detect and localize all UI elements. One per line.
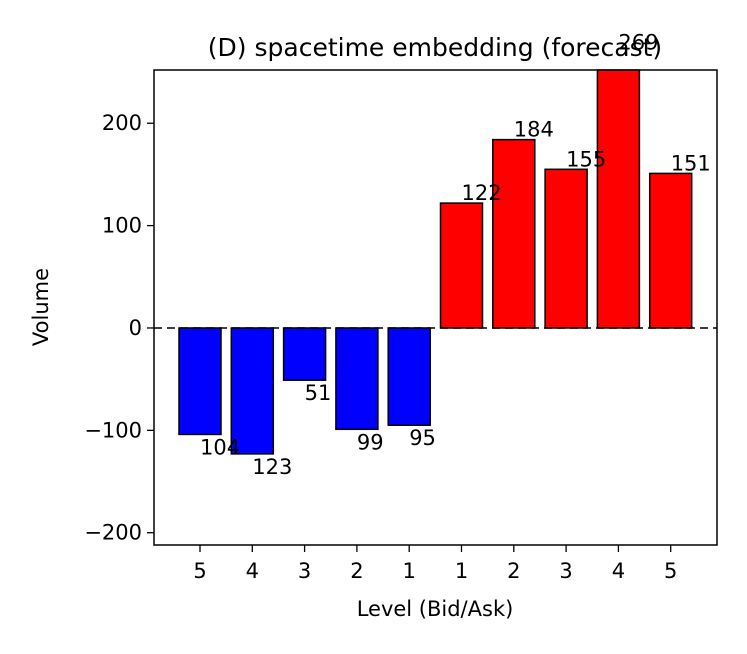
bar-value-label: 269 [618,31,658,55]
x-tick-label: 2 [507,559,520,583]
x-axis-label: Level (Bid/Ask) [357,597,514,621]
bars [178,69,693,455]
bar-value-label: 151 [671,151,711,175]
x-tick-label: 5 [664,559,677,583]
bar-value-label: 51 [305,381,332,405]
y-tick-label: −200 [84,521,142,545]
bar-value-label: 122 [462,181,502,205]
x-tick-label: 1 [403,559,416,583]
x-tick-label: 3 [559,559,572,583]
bar-value-label: 184 [514,118,554,142]
x-tick-label: 1 [455,559,468,583]
bar-value-label: 99 [357,430,384,454]
chart-title: (D) spacetime embedding (forecast) [208,33,662,62]
y-axis-label: Volume [29,268,53,346]
plot-frame [153,69,718,546]
bar [492,138,536,329]
y-tick-label: 200 [102,111,142,135]
x-tick-label: 4 [612,559,625,583]
x-tick-label: 2 [350,559,363,583]
bar [387,327,431,426]
y-tick-label: 0 [129,316,142,340]
bar-value-label: 95 [409,426,436,450]
bar [178,327,222,436]
bar-value-label: 104 [200,435,240,459]
bar [335,327,379,431]
bar [596,69,641,329]
bar-value-label: 123 [252,455,292,479]
bar [282,327,327,381]
y-tick-label: −100 [84,418,142,442]
x-tick-label: 3 [298,559,311,583]
bar-value-labels: 104 123 51 99 95 122 184 155 269 151 [200,31,711,479]
x-tick-label: 4 [246,559,259,583]
y-tick-label: 100 [102,214,142,238]
bar [648,172,693,329]
x-tick-label: 5 [193,559,206,583]
bar-value-label: 155 [566,147,606,171]
bar [439,202,484,329]
bar [544,168,588,329]
bar [230,327,275,455]
